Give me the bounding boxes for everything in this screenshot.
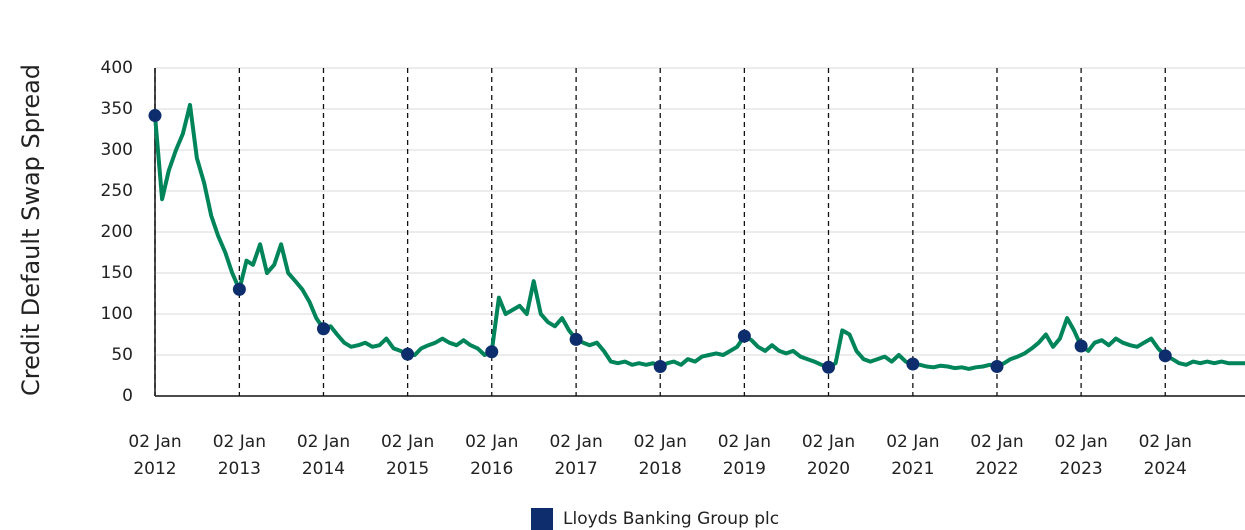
x-tick-label: 02 Jan 2021 xyxy=(886,432,939,479)
x-tick-label: 02 Jan 2016 xyxy=(465,432,518,479)
x-tick-label: 02 Jan 2024 xyxy=(1139,432,1192,479)
data-point xyxy=(232,282,246,296)
y-tick-label: 100 xyxy=(101,304,133,324)
x-tick-label: 02 Jan 2019 xyxy=(718,432,771,479)
data-point xyxy=(316,322,330,336)
y-tick-label: 250 xyxy=(101,181,133,201)
y-tick-label: 150 xyxy=(101,263,133,283)
x-tick-label: 02 Jan 2015 xyxy=(381,432,434,479)
x-tick-label: 02 Jan 2014 xyxy=(297,432,350,479)
y-axis-title: Credit Default Swap Spread xyxy=(17,64,45,396)
y-tick-label: 50 xyxy=(111,345,133,365)
x-tick-label: 02 Jan 2018 xyxy=(634,432,687,479)
data-point xyxy=(569,332,583,346)
data-point xyxy=(148,109,162,123)
data-point xyxy=(737,329,751,343)
x-tick-label: 02 Jan 2013 xyxy=(213,432,266,479)
x-tick-label: 02 Jan 2012 xyxy=(128,432,181,479)
legend-label: Lloyds Banking Group plc xyxy=(563,509,779,529)
data-point xyxy=(990,359,1004,373)
data-point xyxy=(653,359,667,373)
x-tick-label: 02 Jan 2023 xyxy=(1054,432,1107,479)
legend-swatch xyxy=(531,508,553,530)
y-tick-label: 400 xyxy=(101,58,133,78)
data-point xyxy=(906,357,920,371)
data-point xyxy=(821,360,835,374)
x-tick-label: 02 Jan 2022 xyxy=(970,432,1023,479)
series-line xyxy=(153,102,1245,371)
data-point xyxy=(485,345,499,359)
y-tick-label: 0 xyxy=(122,386,133,406)
data-point xyxy=(401,347,415,361)
x-tick-label: 02 Jan 2017 xyxy=(549,432,602,479)
y-tick-label: 200 xyxy=(101,222,133,242)
y-tick-label: 350 xyxy=(101,99,133,119)
y-tick-label: 300 xyxy=(101,140,133,160)
data-point xyxy=(1158,349,1172,363)
x-tick-label: 02 Jan 2020 xyxy=(802,432,855,479)
data-point xyxy=(1074,339,1088,353)
